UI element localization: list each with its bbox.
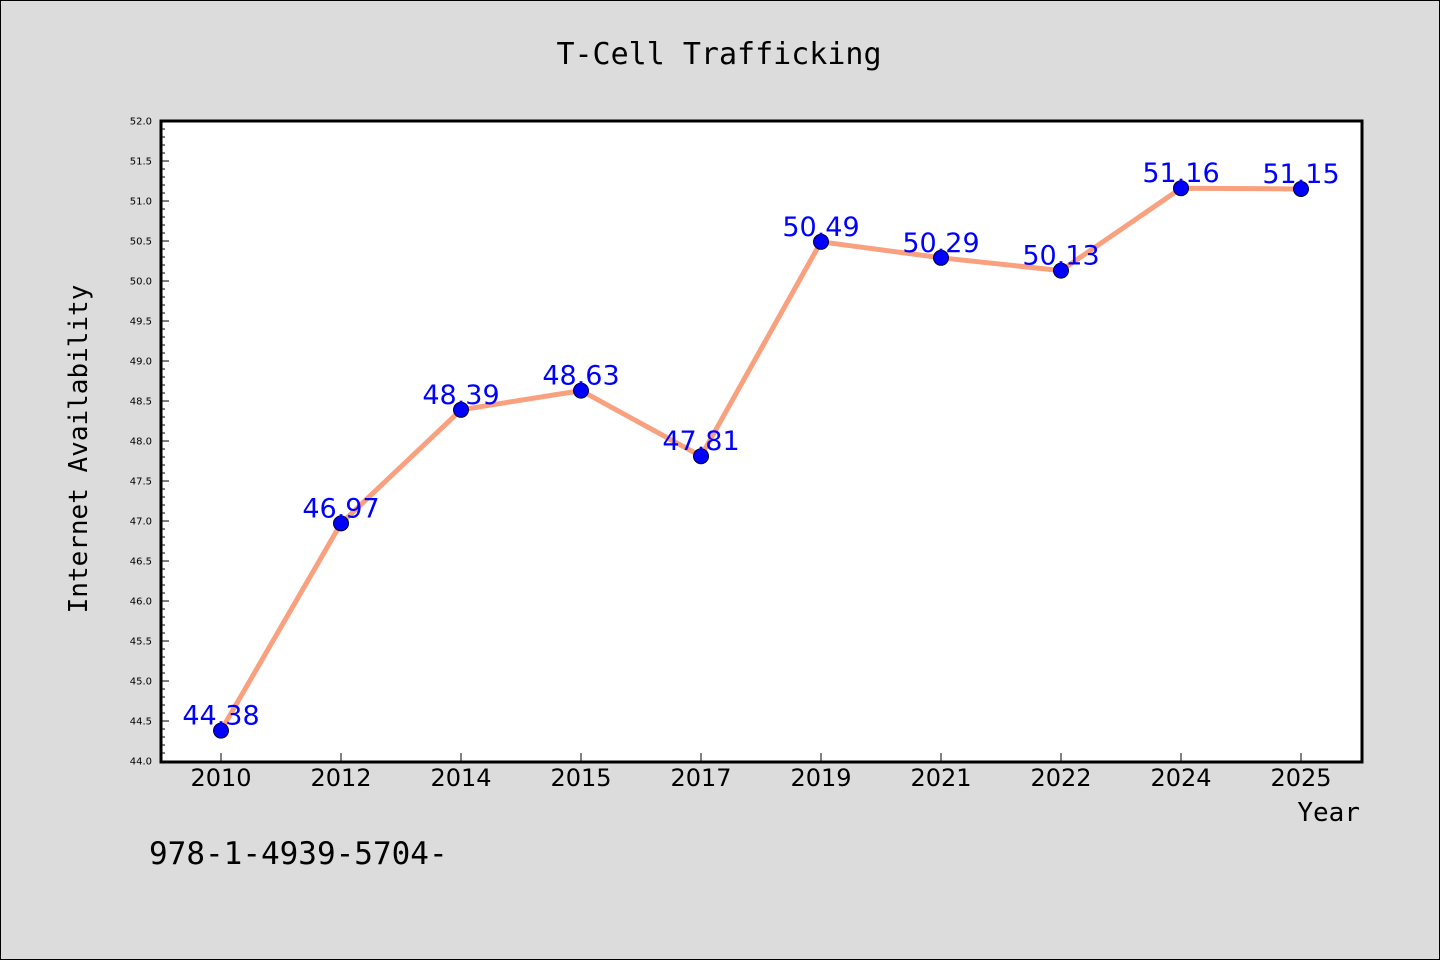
x-tick-label: 2012 [310,764,371,792]
data-point [813,233,829,250]
y-tick-label: 48.5 [130,397,152,408]
y-tick-label: 44.0 [130,757,152,768]
data-label: 50.13 [1022,241,1099,272]
data-label: 48.39 [422,380,499,411]
data-labels: 44.38 46.97 48.39 48.63 47.81 50.49 50.29 50.13… [182,158,1339,731]
y-tick-label: 48.0 [130,437,152,448]
x-tick-label: 2022 [1030,764,1091,792]
data-point [573,382,589,399]
data-point [1053,262,1069,279]
y-tick-label: 47.0 [130,517,152,528]
data-point [933,249,949,266]
y-tick-label: 47.5 [130,477,152,488]
y-tick-label: 49.0 [130,357,152,368]
data-point [1173,180,1189,197]
x-tick-label: 2014 [430,764,491,792]
data-point [213,722,229,739]
y-tick-label: 51.5 [130,157,152,168]
y-tick-label: 44.5 [130,717,152,728]
data-label: 50.29 [902,228,979,259]
data-label: 46.97 [302,493,379,524]
y-tick-label: 52.0 [130,117,152,128]
y-tick-label: 51.0 [130,197,152,208]
y-tick-label: 45.5 [130,637,152,648]
data-point [453,401,469,418]
data-label: 48.63 [542,361,619,392]
plot-area [159,119,1364,764]
data-point [693,448,709,465]
data-label: 51.16 [1142,158,1219,189]
y-tick-label: 50.5 [130,237,152,248]
y-tick-label: 49.5 [130,317,152,328]
x-tick-label: 2024 [1150,764,1211,792]
x-tick-label: 2017 [670,764,731,792]
data-point [1293,181,1309,197]
data-label: 44.38 [182,701,259,732]
y-tick-label: 50.0 [130,277,152,288]
data-label: 47.81 [662,426,739,457]
x-tick-label: 2025 [1270,764,1331,792]
x-tick-label: 2015 [550,764,611,792]
data-label: 50.49 [782,212,859,243]
data-point [333,515,349,532]
data-markers [213,180,1309,739]
x-tick-label: 2021 [910,764,971,792]
x-tick-label: 2010 [190,764,251,792]
plot-frame [159,119,1364,764]
y-tick-label: 45.0 [130,677,152,688]
data-label: 51.15 [1262,159,1339,190]
chart-title: T-Cell Trafficking [556,37,881,72]
series-line [218,185,1304,734]
x-tick-label: 2019 [790,764,851,792]
y-axis-label: Internet Availability [64,285,94,614]
y-tick-label: 46.0 [130,597,152,608]
x-axis-label: Year [1297,798,1360,828]
footnote-text: 978-1-4939-5704- [149,836,448,872]
y-tick-label: 46.5 [130,557,152,568]
x-axis: 2010 2012 2014 2015 2017 2019 2021 2022 2024 2025 [190,753,1332,792]
